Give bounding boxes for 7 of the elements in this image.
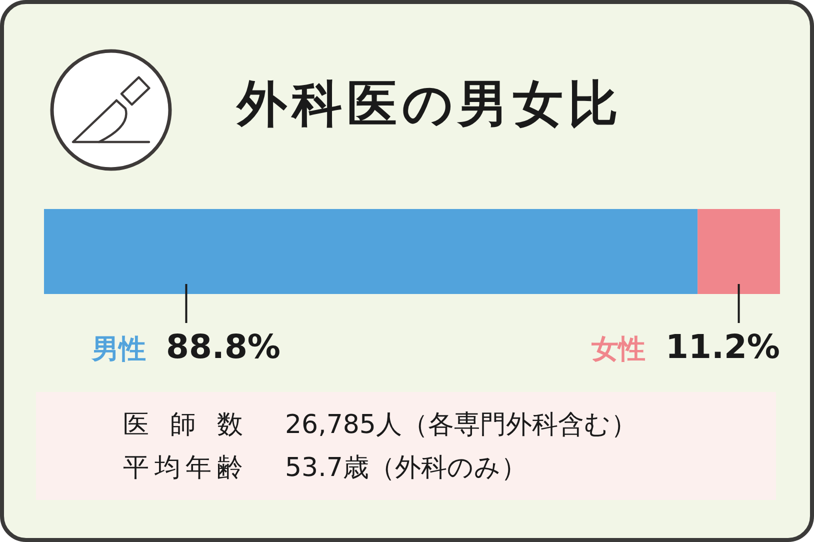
data-label: 88.8%	[166, 327, 280, 366]
text: 医 師 数 26,785人（各専門外科含む）	[123, 410, 637, 440]
data-label: 11.2%	[666, 327, 780, 366]
text: 平均年齢 53.7歳（外科のみ）	[123, 453, 527, 483]
text: 女性	[590, 334, 646, 365]
series-label: 男性	[91, 334, 146, 365]
chart-title: 外科医の男女比	[235, 74, 624, 135]
